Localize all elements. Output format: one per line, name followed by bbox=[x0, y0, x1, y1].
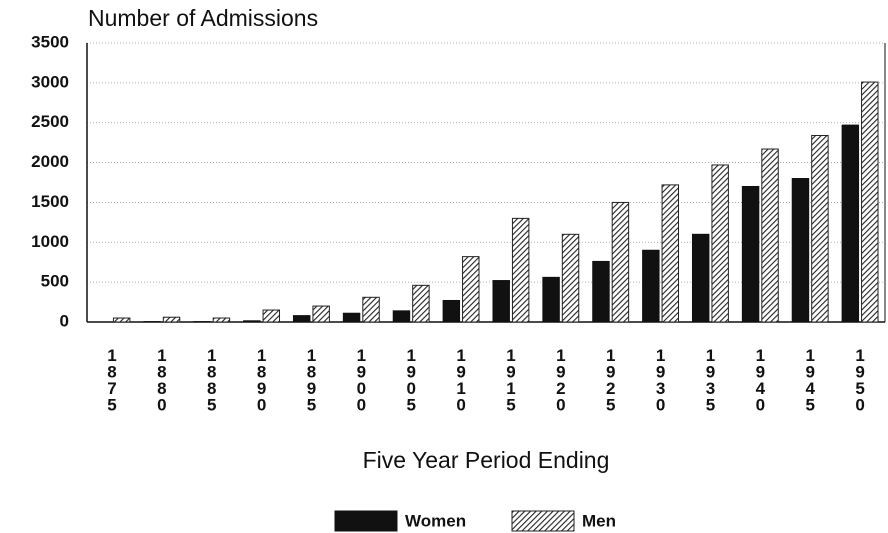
bar bbox=[342, 312, 361, 323]
legend-label: Men bbox=[582, 511, 616, 530]
bar bbox=[162, 316, 181, 323]
legend-swatch bbox=[334, 510, 398, 532]
bar bbox=[292, 315, 311, 323]
y-tick-label: 1500 bbox=[31, 192, 69, 211]
x-axis-label: Five Year Period Ending bbox=[363, 447, 610, 473]
bar bbox=[392, 310, 411, 323]
y-tick-label: 2500 bbox=[31, 112, 69, 131]
bar bbox=[561, 233, 580, 323]
y-tick-label: 1000 bbox=[31, 232, 69, 251]
bar bbox=[661, 184, 680, 323]
bar bbox=[542, 276, 560, 323]
chart-title: Number of Admissions bbox=[88, 5, 318, 31]
bar bbox=[791, 178, 810, 323]
bar bbox=[691, 233, 710, 323]
bar bbox=[711, 164, 729, 323]
y-tick-label: 500 bbox=[41, 272, 69, 291]
y-tick-label: 2000 bbox=[31, 152, 69, 171]
bar bbox=[761, 148, 779, 323]
bar bbox=[741, 185, 760, 323]
bar bbox=[511, 217, 530, 323]
bar bbox=[312, 305, 330, 323]
bar bbox=[811, 134, 829, 323]
bar bbox=[212, 317, 231, 323]
y-tick-label: 3500 bbox=[31, 32, 69, 51]
bar bbox=[841, 124, 860, 323]
y-tick-label: 0 bbox=[60, 311, 69, 330]
bar bbox=[112, 317, 131, 323]
bar bbox=[592, 260, 610, 323]
bar bbox=[462, 256, 480, 323]
bar bbox=[262, 309, 281, 323]
bar bbox=[412, 284, 430, 323]
y-tick-label: 3000 bbox=[31, 72, 69, 91]
legend-label: Women bbox=[405, 511, 466, 530]
bar bbox=[442, 299, 461, 323]
bar bbox=[861, 81, 879, 323]
bar bbox=[243, 320, 261, 323]
bar bbox=[642, 249, 660, 323]
bar bbox=[611, 201, 630, 323]
bar bbox=[492, 280, 510, 323]
bar bbox=[362, 296, 380, 323]
legend-swatch bbox=[511, 510, 575, 532]
